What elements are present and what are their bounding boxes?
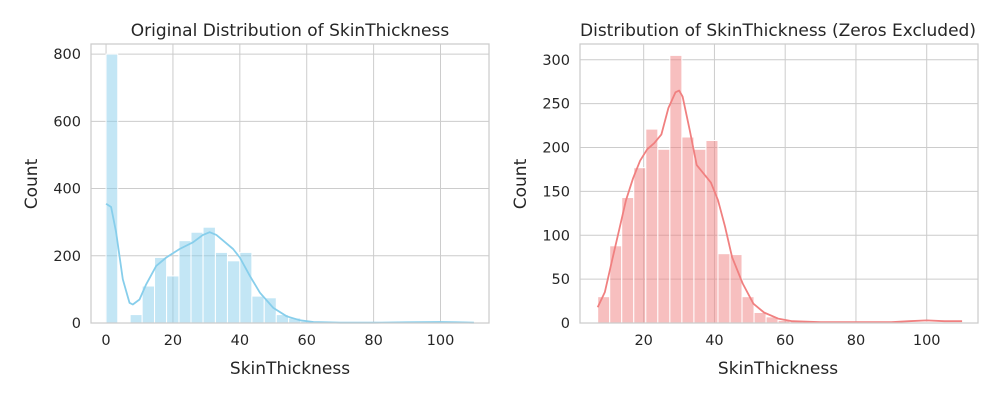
histogram-bar xyxy=(753,311,767,324)
x-tick-label: 60 xyxy=(297,333,315,349)
y-axis-label: Count xyxy=(511,158,531,209)
histogram-bar xyxy=(166,275,180,324)
y-tick-label: 600 xyxy=(53,114,81,130)
histogram-bar xyxy=(681,136,695,324)
histogram-bar xyxy=(141,285,156,324)
x-tick-label: 80 xyxy=(847,333,865,349)
histogram-bar xyxy=(239,251,253,324)
y-tick-label: 200 xyxy=(542,141,570,157)
y-tick-label: 0 xyxy=(72,316,81,332)
y-tick-label: 0 xyxy=(561,316,570,332)
x-tick-label: 40 xyxy=(705,333,723,349)
histogram-bar xyxy=(129,314,143,324)
y-tick-label: 800 xyxy=(53,47,81,63)
histogram-bar xyxy=(717,253,731,324)
x-tick-label: 0 xyxy=(101,333,110,349)
histogram-bar xyxy=(669,54,683,324)
x-tick-label: 40 xyxy=(231,333,249,349)
histogram-bar xyxy=(226,260,241,324)
plot-area xyxy=(90,43,490,324)
y-tick-label: 250 xyxy=(542,97,570,113)
chart-panel-zeros-excluded: Distribution of SkinThickness (Zeros Exc… xyxy=(511,21,979,379)
chart-panel-original: Original Distribution of SkinThickness S… xyxy=(22,21,490,379)
plot-frame xyxy=(579,43,979,324)
x-tick-label: 60 xyxy=(776,333,794,349)
chart-title: Distribution of SkinThickness (Zeros Exc… xyxy=(580,21,976,41)
x-axis-label: SkinThickness xyxy=(718,359,838,379)
histogram-bar xyxy=(202,226,216,324)
histogram-bar xyxy=(105,53,119,324)
histogram-bar xyxy=(178,240,192,324)
x-tick-label: 20 xyxy=(164,333,182,349)
x-tick-label: 100 xyxy=(427,333,455,349)
x-tick-label: 80 xyxy=(364,333,382,349)
kde-line xyxy=(596,89,963,323)
histogram-bar xyxy=(621,197,635,324)
histogram-bar xyxy=(597,296,611,324)
y-tick-label: 200 xyxy=(53,249,81,265)
plot-area xyxy=(579,43,979,324)
x-tick-label: 20 xyxy=(634,333,652,349)
histogram-bar xyxy=(645,128,659,324)
y-tick-label: 100 xyxy=(542,228,570,244)
chart-title: Original Distribution of SkinThickness xyxy=(131,21,450,41)
histogram-bar xyxy=(633,167,647,324)
histogram-bar xyxy=(657,148,671,324)
y-tick-label: 50 xyxy=(552,272,570,288)
histogram-bar xyxy=(263,297,277,324)
y-tick-label: 400 xyxy=(53,182,81,198)
histogram-bar xyxy=(214,251,228,324)
x-axis-label: SkinThickness xyxy=(230,359,350,379)
histogram-bar xyxy=(190,231,204,324)
histogram-bar xyxy=(609,245,623,324)
y-tick-label: 300 xyxy=(542,53,570,69)
y-axis-label: Count xyxy=(22,158,42,209)
plot-frame xyxy=(90,43,490,324)
x-tick-label: 100 xyxy=(913,333,941,349)
histogram-bar xyxy=(251,295,265,324)
y-tick-label: 150 xyxy=(542,184,570,200)
histogram-bar xyxy=(705,140,719,324)
